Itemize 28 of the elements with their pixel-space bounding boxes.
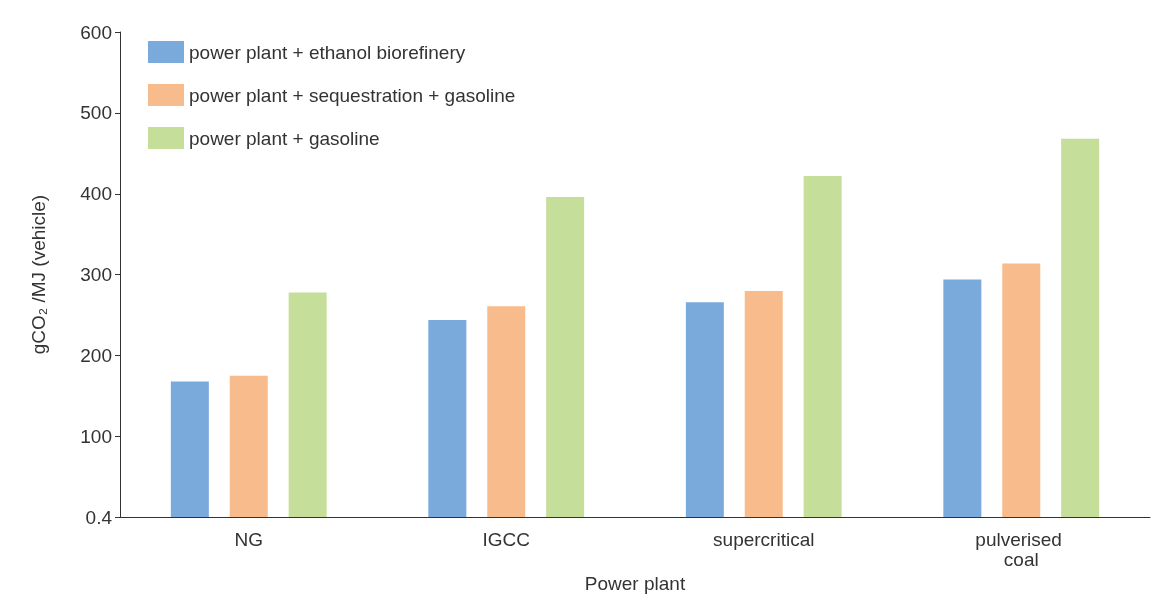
- bar: [288, 292, 327, 518]
- y-axis-title: gCO₂ /MJ (vehicle): [28, 194, 49, 355]
- bar: [1061, 138, 1100, 518]
- x-tick-label: pulverised coal: [975, 528, 1068, 570]
- y-tick-label: 200: [80, 345, 112, 367]
- bar: [487, 306, 526, 518]
- bar: [229, 375, 268, 518]
- legend-label: power plant + sequestration + gasoline: [189, 84, 516, 106]
- bar: [546, 197, 585, 518]
- y-tick-label: 100: [80, 426, 112, 448]
- bar: [803, 176, 842, 518]
- x-tick-label: IGCC: [482, 528, 530, 550]
- bar: [428, 320, 467, 518]
- y-tick-label: 600: [80, 21, 112, 43]
- bar: [685, 302, 724, 518]
- bar: [744, 290, 783, 518]
- y-tick-label: 400: [80, 183, 112, 205]
- x-tick-label: supercritical: [713, 528, 815, 550]
- legend-label: power plant + gasoline: [189, 127, 380, 149]
- y-tick-label: 500: [80, 102, 112, 124]
- x-tick-label: NG: [234, 528, 263, 550]
- legend-label: power plant + ethanol biorefinery: [189, 41, 466, 63]
- bar: [170, 381, 209, 518]
- bar: [1002, 263, 1041, 518]
- x-axis-title: Power plant: [584, 573, 686, 594]
- y-tick-label: 300: [80, 264, 112, 286]
- y-tick-label: 0.4: [85, 506, 113, 528]
- bar: [943, 279, 982, 518]
